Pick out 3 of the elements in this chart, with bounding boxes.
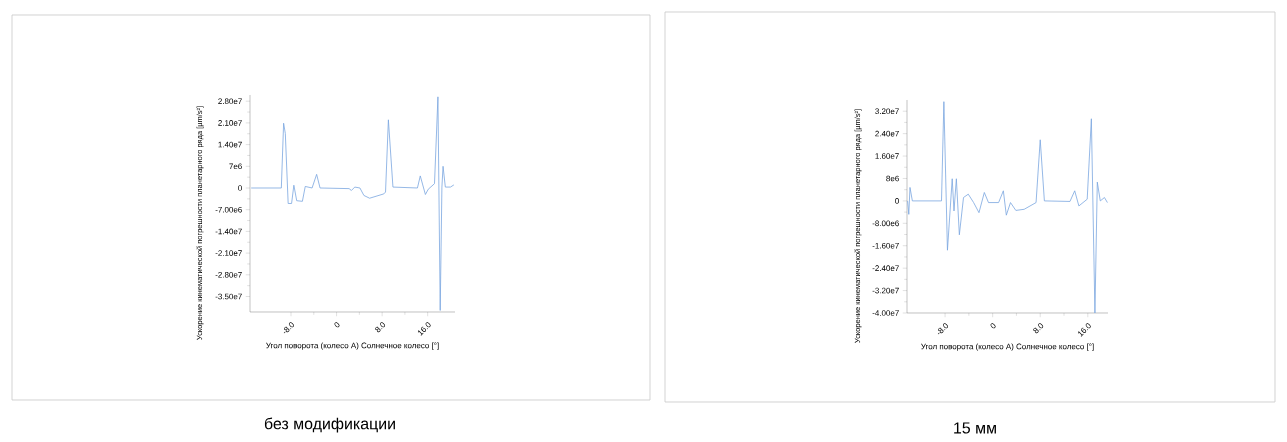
- text: без модификации: [264, 417, 395, 433]
- line-series: [250, 96, 455, 311]
- text: 15 мм: [954, 422, 996, 434]
